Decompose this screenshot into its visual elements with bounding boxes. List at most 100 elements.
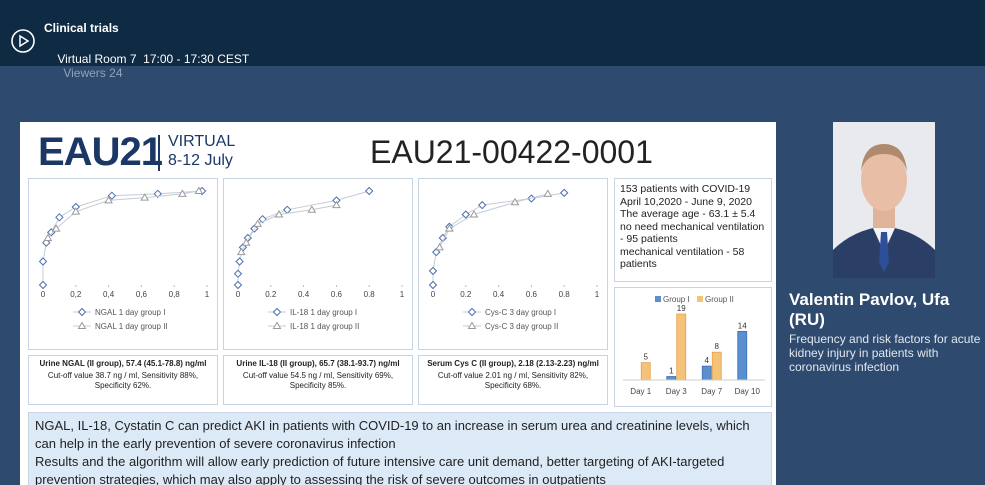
x-tick-label: Day 7 xyxy=(701,387,722,396)
roc-point xyxy=(430,282,437,289)
info-line: mechanical ventilation - 58 patients xyxy=(620,246,766,271)
roc-point xyxy=(462,211,469,218)
caption-box: Urine NGAL (II group), 57.4 (45.1-78.8) … xyxy=(28,355,218,405)
viewers: Viewers 24 xyxy=(63,66,122,80)
x-tick-label: 1 xyxy=(400,290,405,299)
legend-label: Cys-C 3 day group II xyxy=(485,322,558,331)
roc-line xyxy=(238,191,369,285)
bar xyxy=(738,331,747,380)
x-tick-label: Day 3 xyxy=(666,387,687,396)
roc-point xyxy=(235,270,242,277)
legend-swatch xyxy=(655,296,661,302)
roc-point xyxy=(40,258,47,265)
caption-box: Serum Cys C (II group), 2.18 (2.13-2.23)… xyxy=(418,355,608,405)
legend-marker xyxy=(79,309,86,316)
bar xyxy=(712,352,721,380)
x-tick-label: Day 10 xyxy=(735,387,761,396)
info-line: The average age - 63.1 ± 5.4 xyxy=(620,208,766,221)
roc-point xyxy=(544,190,551,196)
legend-label: Cys-C 3 day group I xyxy=(485,308,556,317)
bar-value-label: 4 xyxy=(705,356,710,365)
play-icon[interactable] xyxy=(10,28,36,54)
caption-text: Cut-off value 2.01 ng / ml, Sensitivity … xyxy=(423,371,603,391)
roc-point xyxy=(284,206,291,213)
bar-value-label: 5 xyxy=(644,353,649,362)
caption-box: Urine IL-18 (II group), 65.7 (38.1-93.7)… xyxy=(223,355,413,405)
roc-line xyxy=(48,191,199,238)
info-line: 153 patients with COVID-19 xyxy=(620,183,766,196)
logo: EAU21 xyxy=(38,130,162,175)
x-tick-label: 0.6 xyxy=(331,290,343,299)
legend-label: NGAL 1 day group II xyxy=(95,322,168,331)
poster-slide: EAU21 VIRTUAL 8-12 July EAU21-00422-0001… xyxy=(20,122,776,485)
conclusion: Results and the algorithm will allow ear… xyxy=(35,453,765,485)
bar xyxy=(677,314,686,380)
roc-point xyxy=(430,267,437,274)
legend-label: IL-18 1 day group I xyxy=(290,308,357,317)
session-title: Clinical trials xyxy=(44,21,119,35)
roc-point xyxy=(333,202,340,208)
roc-line xyxy=(43,191,202,285)
caption-text: Cut-off value 38.7 ng / ml, Sensitivity … xyxy=(33,371,213,391)
x-tick-label: Day 1 xyxy=(630,387,651,396)
bar xyxy=(641,363,650,380)
info-line: no need mechanical ventilation - 95 pati… xyxy=(620,221,766,246)
talk-title-text: Frequency and risk factors for acute kid… xyxy=(789,332,985,374)
x-tick-label: 0.4 xyxy=(493,290,505,299)
x-tick-label: 0 xyxy=(431,290,436,299)
bar-value-label: 14 xyxy=(738,321,747,330)
speaker-photo xyxy=(833,122,935,278)
x-tick-label: 0.8 xyxy=(364,290,376,299)
x-tick-label: 0.6 xyxy=(526,290,538,299)
x-tick-label: 0,6 xyxy=(136,290,148,299)
roc-point xyxy=(366,188,373,195)
legend-label: Group II xyxy=(705,295,734,304)
page: Clinical trials Virtual Room 7 17:00 - 1… xyxy=(0,0,985,485)
x-tick-label: 0.2 xyxy=(265,290,277,299)
legend-swatch xyxy=(697,296,703,302)
speaker-name: Valentin Pavlov, Ufa (RU) xyxy=(789,290,985,330)
info-line: April 10,2020 - June 9, 2020 xyxy=(620,196,766,209)
roc-chart: 0 0.2 0.4 0.6 0.8 1 IL-18 1 day group I IL-18 1… xyxy=(224,179,412,349)
header-bar: Clinical trials Virtual Room 7 17:00 - 1… xyxy=(0,0,985,66)
x-tick-label: 0.4 xyxy=(298,290,310,299)
roc-point xyxy=(436,244,443,250)
roc-point xyxy=(236,258,243,265)
roc-point xyxy=(40,282,47,289)
session-time: Virtual Room 7 17:00 - 17:30 CEST xyxy=(57,52,249,66)
roc-point xyxy=(56,214,63,221)
x-tick-label: 0,4 xyxy=(103,290,115,299)
conclusion: NGAL, IL-18, Cystatin C can predict AKI … xyxy=(35,417,765,453)
x-tick-label: 0,8 xyxy=(169,290,181,299)
legend-label: IL-18 1 day group II xyxy=(290,322,359,331)
x-tick-label: 0 xyxy=(236,290,241,299)
session-info: Virtual Room 7 17:00 - 17:30 CEST Viewer… xyxy=(44,38,249,94)
logo-separator xyxy=(158,135,160,171)
x-tick-label: 1 xyxy=(595,290,600,299)
abstract-code: EAU21-00422-0001 xyxy=(370,134,653,171)
caption-title: Serum Cys C (II group), 2.18 (2.13-2.23)… xyxy=(423,359,603,369)
x-tick-label: 0.2 xyxy=(460,290,472,299)
roc-point xyxy=(235,282,242,289)
caption-title: Urine NGAL (II group), 57.4 (45.1-78.8) … xyxy=(33,359,213,369)
bar-value-label: 19 xyxy=(677,304,686,313)
roc-point xyxy=(479,202,486,209)
bar-value-label: 1 xyxy=(669,367,674,376)
legend-label: NGAL 1 day group I xyxy=(95,308,165,317)
roc-panel: 0 0.2 0.4 0.6 0.8 1 IL-18 1 day group I IL-18 1… xyxy=(223,178,413,350)
roc-point xyxy=(561,189,568,196)
conclusions-box: NGAL, IL-18, Cystatin C can predict AKI … xyxy=(28,412,772,485)
caption-text: Cut-off value 54.5 ng / ml, Sensitivity … xyxy=(228,371,408,391)
legend-marker xyxy=(274,309,281,316)
bar-value-label: 8 xyxy=(715,342,720,351)
x-tick-label: 1 xyxy=(205,290,210,299)
logo-dates: 8-12 July xyxy=(168,152,233,170)
x-tick-label: 0 xyxy=(41,290,46,299)
caption-title: Urine IL-18 (II group), 65.7 (38.1-93.7)… xyxy=(228,359,408,369)
